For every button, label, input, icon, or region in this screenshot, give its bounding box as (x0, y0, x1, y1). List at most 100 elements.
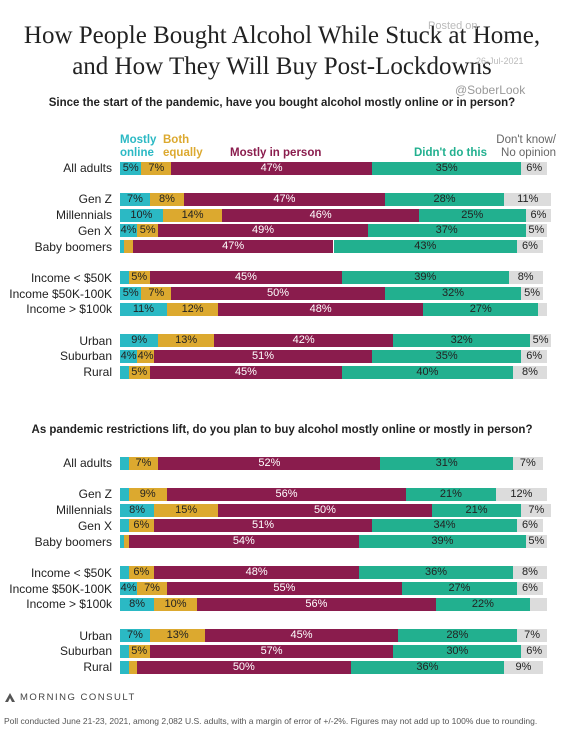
bar-segment (371, 349, 522, 363)
bar-segment (120, 287, 142, 301)
value-label: 12% (510, 487, 533, 500)
value-label: 5% (131, 365, 148, 378)
bar-segment (124, 240, 133, 254)
bar-segment (120, 660, 129, 674)
bar-segment (166, 487, 407, 501)
legend-label: Mostly online (120, 134, 157, 159)
footnote: Poll conducted June 21-23, 2021, among 2… (4, 716, 538, 726)
value-label: 27% (448, 582, 471, 595)
bar-segment (137, 660, 351, 674)
value-label: 13% (166, 629, 189, 642)
value-label: 6% (521, 519, 538, 532)
bar-segment (521, 287, 543, 301)
bar-segment (149, 192, 185, 206)
bar-segment (162, 208, 223, 222)
bar-segment (120, 487, 129, 501)
value-label: 7% (524, 629, 540, 642)
value-label: 32% (450, 334, 473, 347)
legend-label: Mostly in person (230, 147, 322, 159)
value-label: 8% (521, 365, 538, 378)
value-label: 39% (414, 271, 437, 284)
bar-segment (128, 644, 150, 658)
bar-segment (525, 224, 547, 238)
bar-segment (218, 503, 432, 517)
category-label: Millennials (55, 503, 112, 517)
bar-segment (521, 503, 552, 517)
value-label: 48% (245, 566, 268, 579)
bar-segment (205, 629, 398, 643)
category-label: All adults (63, 161, 112, 175)
bar-segment (120, 271, 129, 285)
bar-segment (149, 365, 343, 379)
value-label: 39% (431, 535, 454, 548)
bar-segment (423, 302, 539, 316)
category-label: Gen Z (78, 487, 112, 502)
bar-segment (120, 456, 129, 470)
bar-segment (512, 566, 547, 580)
category-label: Income < $50K (30, 565, 112, 580)
value-label: 34% (433, 519, 456, 532)
value-label: 37% (435, 224, 458, 237)
bar-segment (149, 629, 206, 643)
bar-segment (120, 644, 129, 658)
value-label: 35% (435, 349, 458, 362)
bar-segment (120, 161, 142, 175)
value-label: 7% (148, 161, 165, 174)
value-label: 43% (414, 240, 437, 253)
value-label: 13% (175, 334, 198, 347)
value-label: 5% (528, 224, 545, 237)
bar-segment (120, 597, 155, 611)
value-label: 8% (129, 503, 146, 516)
bar-segment (504, 192, 552, 206)
bar-segment (508, 271, 543, 285)
value-label: 32% (442, 287, 465, 300)
bar-segment (120, 240, 125, 254)
bar-segment (495, 487, 547, 501)
value-label: 52% (258, 456, 281, 469)
bar-segment (120, 302, 167, 316)
value-label: 25% (461, 208, 484, 221)
value-label: 56% (275, 487, 298, 500)
bar-segment (120, 503, 155, 517)
watermark: 26-Jul-2021 (476, 56, 524, 66)
bar-segment (517, 629, 547, 643)
value-label: 6% (133, 519, 150, 532)
value-label: 9% (515, 660, 532, 673)
bar-segment (128, 535, 360, 549)
value-label: 31% (435, 456, 458, 469)
bar-segment (120, 334, 159, 348)
bar-segment (158, 456, 381, 470)
bar-segment (525, 208, 552, 222)
value-label: 11% (517, 192, 539, 205)
value-label: 5% (139, 224, 156, 237)
bar-segment (120, 224, 138, 238)
bar-segment (521, 161, 547, 175)
brand-logo (5, 693, 15, 702)
bar-segment (342, 271, 509, 285)
bar-segment (120, 192, 150, 206)
category-label: Income $50K-100K (9, 581, 112, 596)
legend-label: Don't know/ No opinion (496, 134, 556, 159)
bar-segment (120, 349, 138, 363)
value-label: 4% (120, 349, 137, 362)
bar-segment (418, 208, 526, 222)
value-label: 21% (465, 503, 488, 516)
bar-segment (359, 535, 526, 549)
bar-segment (367, 224, 526, 238)
bar-segment (384, 192, 505, 206)
value-label: 7% (148, 287, 165, 300)
bar-segment (218, 302, 424, 316)
value-label: 5% (122, 287, 139, 300)
bar-segment (517, 240, 543, 254)
bar-segment (154, 519, 372, 533)
bar-segment (384, 287, 522, 301)
bar-segment (154, 597, 197, 611)
bar-segment (128, 519, 155, 533)
value-label: 56% (305, 597, 328, 610)
category-label: All adults (63, 456, 112, 470)
bar-segment (137, 582, 167, 596)
value-label: 9% (131, 334, 148, 347)
bar-segment (158, 334, 214, 348)
bar-segment (154, 349, 372, 363)
